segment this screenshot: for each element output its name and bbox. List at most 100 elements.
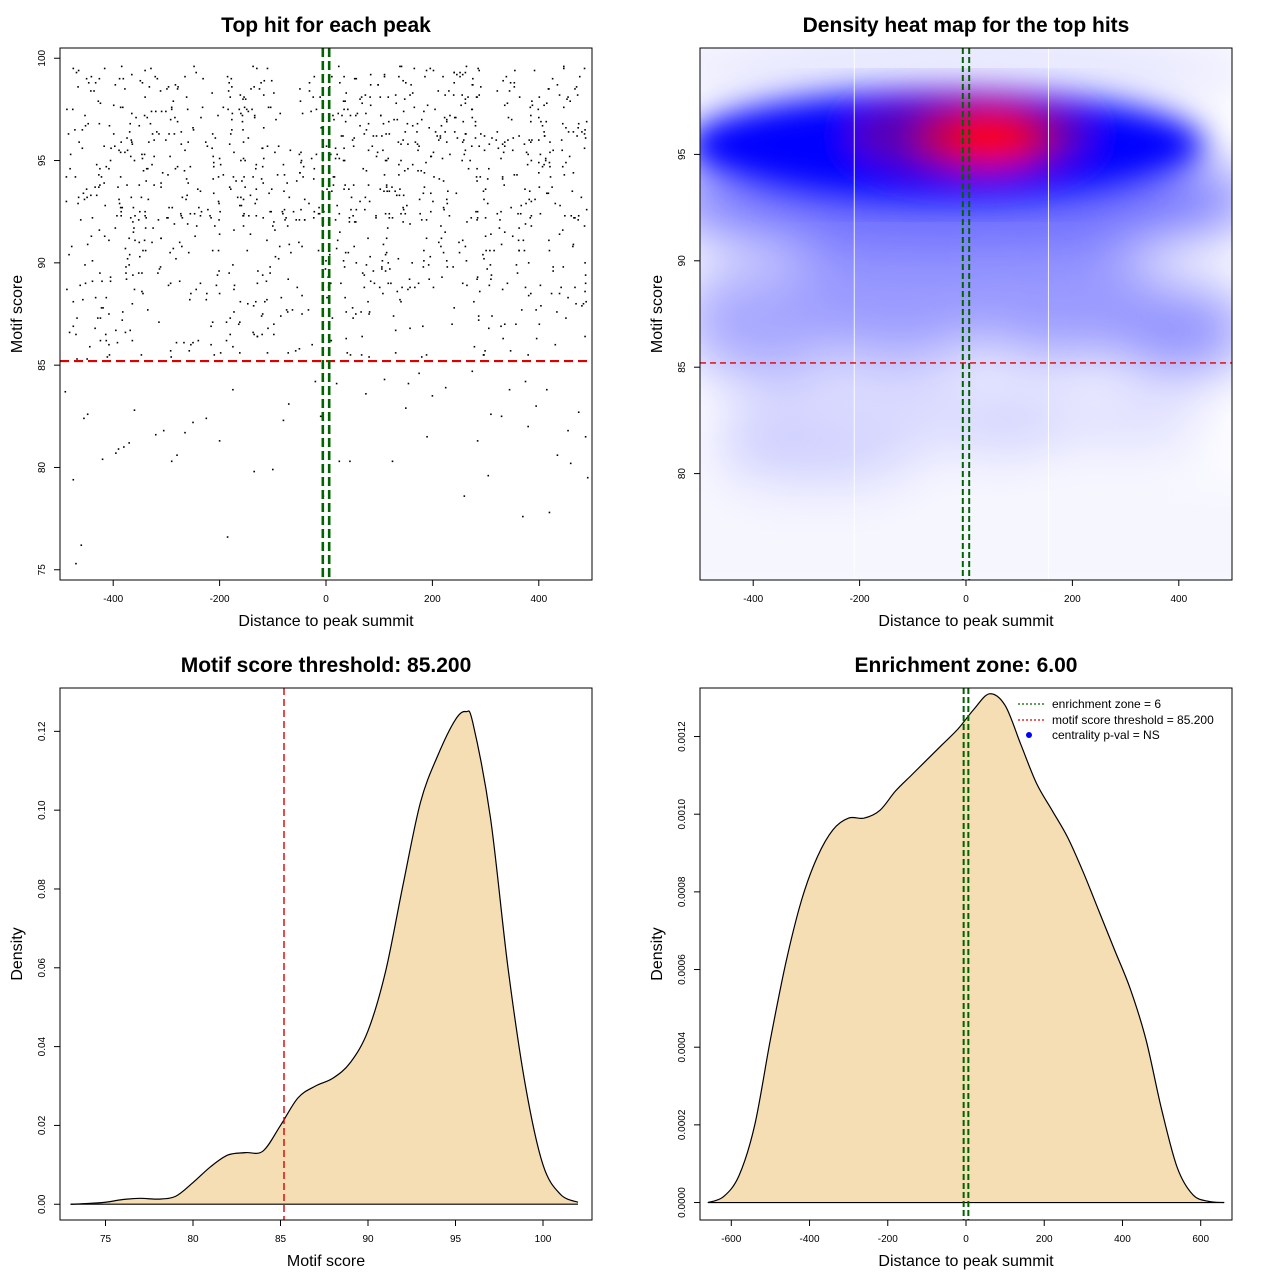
scatter-point [219, 210, 221, 213]
scatter-point [530, 200, 533, 203]
scatter-point [363, 133, 366, 135]
scatter-point [166, 217, 168, 219]
scatter-point [383, 75, 386, 78]
scatter-point [530, 214, 533, 217]
scatter-point [463, 495, 466, 497]
scatter-point [500, 415, 503, 418]
scatter-point [199, 190, 202, 193]
scatter-point [64, 390, 67, 393]
scatter-point [212, 155, 215, 158]
scatter-point [170, 460, 173, 463]
scatter-point [140, 196, 143, 199]
scatter-point [360, 311, 362, 313]
scatter-point [225, 321, 228, 323]
scatter-point [534, 198, 536, 201]
scatter-point [86, 358, 88, 360]
legend-entry-centrality: centrality p-val = NS [1052, 728, 1160, 742]
scatter-point [260, 315, 263, 317]
scatter-point [502, 79, 504, 82]
scatter-point [466, 284, 468, 287]
scatter-point [523, 249, 526, 252]
scatter-point [231, 129, 233, 131]
scatter-point [361, 102, 363, 105]
scatter-point [556, 454, 559, 456]
scatter-point [382, 292, 384, 295]
scatter-point [189, 165, 192, 168]
scatter-point [491, 137, 493, 139]
scatter-point [513, 174, 516, 176]
scatter-point [583, 133, 586, 135]
scatter-point [514, 69, 516, 72]
scatter-point [232, 264, 234, 266]
scatter-point [500, 157, 502, 160]
scatter-point [465, 260, 468, 262]
scatter-point [575, 302, 577, 305]
scatter-point [545, 102, 548, 105]
scatter-point [584, 262, 586, 264]
scatter-point [242, 225, 245, 227]
scatter-point [174, 84, 177, 86]
scatter-point [424, 75, 426, 78]
scatter-point [69, 153, 72, 156]
scatter-point [423, 172, 426, 174]
scatter-point [181, 196, 184, 199]
scatter-point [420, 356, 423, 358]
scatter-point [76, 317, 78, 319]
scatter-point [359, 124, 361, 127]
scatter-point [369, 96, 371, 98]
scatter-point [390, 282, 392, 285]
scatter-point [187, 182, 190, 184]
scatter-point [94, 186, 96, 188]
scatter-point [141, 157, 144, 160]
scatter-point [356, 112, 359, 115]
scatter-point [398, 174, 400, 176]
scatter-point [541, 124, 544, 127]
scatter-point [345, 337, 348, 340]
plot-area [700, 48, 1232, 580]
scatter-point [76, 358, 78, 360]
scatter-point [464, 98, 467, 100]
scatter-point [109, 280, 112, 283]
density-curve [707, 693, 1225, 1204]
scatter-point [387, 157, 390, 160]
scatter-point [548, 161, 551, 164]
scatter-point [160, 182, 162, 184]
scatter-point [482, 253, 484, 256]
scatter-point [431, 395, 434, 397]
scatter-point [425, 161, 427, 164]
scatter-point [465, 133, 467, 135]
scatter-point [387, 120, 390, 123]
scatter-point [126, 184, 128, 186]
scatter-point [165, 139, 167, 141]
scatter-point [558, 233, 561, 235]
scatter-point [572, 131, 575, 133]
scatter-point [337, 65, 340, 68]
scatter-point [246, 249, 249, 252]
scatter-point [453, 71, 456, 74]
scatter-point [572, 172, 575, 174]
scatter-point [151, 163, 153, 166]
scatter-point [255, 214, 258, 217]
scatter-point [441, 276, 443, 278]
scatter-point [360, 354, 363, 356]
scatter-point [146, 116, 149, 119]
scatter-point [383, 378, 386, 381]
scatter-point [475, 176, 478, 178]
y-tick-label: 0.0000 [677, 1187, 688, 1218]
scatter-point [437, 241, 440, 244]
y-axis-label: Density [9, 927, 26, 980]
scatter-point [463, 153, 466, 156]
density-area [707, 693, 1225, 1203]
scatter-point [202, 77, 204, 80]
scatter-point [480, 133, 482, 135]
scatter-point [387, 262, 390, 264]
scatter-point [318, 212, 321, 215]
scatter-point [471, 370, 474, 373]
scatter-point [477, 319, 480, 321]
scatter-point [554, 202, 557, 205]
scatter-point [241, 120, 244, 123]
scatter-point [65, 176, 68, 178]
scatter-point [401, 286, 403, 289]
scatter-point [116, 341, 119, 344]
scatter-point [273, 92, 275, 94]
